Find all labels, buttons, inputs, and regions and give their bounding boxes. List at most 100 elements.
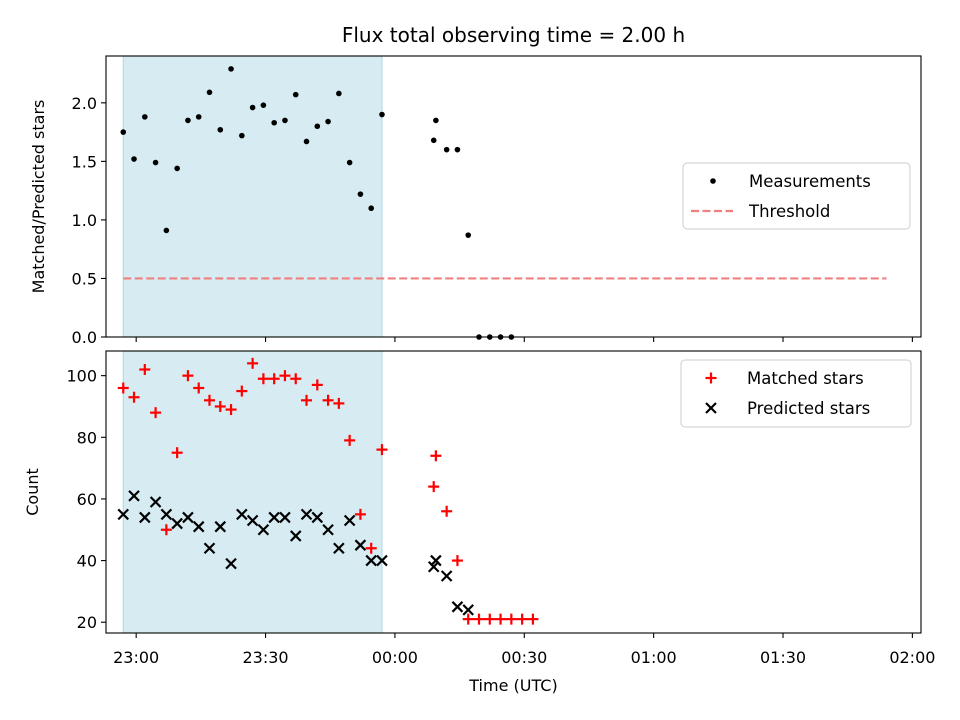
data-point — [354, 539, 367, 551]
data-point — [440, 570, 453, 582]
data-point — [333, 397, 345, 409]
data-point — [303, 138, 310, 145]
plot-layer: 0.0 0.5 1.0 1.5 2.0 Measurements Threshold 20 40… — [66, 55, 935, 667]
data-point — [257, 373, 269, 385]
y-tick-label: 0.5 — [72, 269, 97, 288]
data-point — [214, 400, 226, 412]
legend-label: Matched stars — [747, 369, 864, 388]
data-point — [462, 604, 475, 616]
data-point — [311, 379, 323, 391]
x-axis-label: Time (UTC) — [468, 676, 557, 695]
data-point — [427, 560, 440, 573]
data-point — [257, 523, 270, 536]
data-point — [344, 434, 356, 446]
x-tick-label: 23:30 — [242, 648, 288, 667]
data-point — [246, 514, 259, 527]
data-point — [454, 146, 461, 153]
data-point — [322, 394, 334, 406]
y-tick-label: 20 — [77, 613, 97, 632]
data-point — [495, 613, 507, 625]
data-point — [192, 520, 205, 533]
data-point — [117, 382, 129, 394]
observing-window-span — [122, 350, 383, 634]
legend: Matched stars Predicted stars — [680, 359, 912, 428]
data-point — [473, 613, 485, 625]
legend-label: Measurements — [749, 172, 871, 191]
data-point — [171, 447, 183, 459]
y-tick-label: 1.5 — [72, 152, 97, 171]
y-tick-label: 100 — [66, 367, 97, 386]
legend-box — [682, 162, 911, 230]
data-point — [139, 511, 151, 524]
data-point — [527, 613, 539, 625]
data-point — [236, 508, 248, 521]
data-point — [149, 496, 162, 508]
data-point — [139, 363, 151, 375]
data-point — [462, 613, 474, 625]
data-point — [441, 505, 453, 517]
data-point — [182, 370, 194, 382]
observing-window-span — [122, 55, 383, 338]
x-tick-label: 01:30 — [760, 648, 806, 667]
x-tick-label: 00:00 — [372, 648, 418, 667]
data-point — [271, 119, 277, 126]
y-tick-label: 80 — [77, 428, 97, 447]
data-point — [195, 114, 202, 120]
data-point — [325, 118, 331, 125]
data-point — [193, 382, 205, 394]
data-point — [182, 511, 194, 524]
y-tick-label: 0.0 — [72, 328, 97, 347]
x-tick-label: 02:00 — [889, 648, 935, 667]
data-point — [376, 444, 388, 456]
data-point — [206, 89, 213, 96]
data-point — [203, 394, 215, 406]
legend-swatch — [710, 178, 716, 184]
legend-swatch — [705, 372, 717, 384]
data-point — [203, 542, 216, 555]
legend: Measurements Threshold — [682, 162, 911, 230]
data-point — [185, 117, 191, 124]
data-point — [336, 90, 342, 97]
data-point — [128, 490, 140, 502]
data-point — [354, 508, 366, 520]
panel-count: 20 40 60 80 100 23:00 23:30 00:00 00:30 01:00 01:3… — [66, 350, 935, 667]
data-point — [225, 404, 237, 416]
data-point — [430, 554, 442, 567]
data-point — [346, 159, 353, 166]
legend-swatch — [705, 402, 717, 414]
data-point — [128, 391, 140, 403]
series-predicted-stars — [117, 490, 475, 616]
data-point — [268, 511, 280, 524]
data-point — [314, 123, 321, 130]
data-point — [433, 117, 439, 124]
legend-label: Threshold — [748, 202, 830, 221]
data-point — [484, 613, 496, 625]
data-point — [236, 385, 248, 397]
data-point — [214, 520, 227, 533]
data-point — [301, 394, 313, 406]
data-point — [249, 104, 256, 111]
data-point — [282, 117, 288, 124]
panel-ratio: 0.0 0.5 1.0 1.5 2.0 Measurements Threshold — [72, 55, 922, 347]
data-point — [142, 114, 148, 120]
data-point — [289, 530, 302, 542]
data-point — [279, 511, 291, 524]
y-tick-label: 1.0 — [72, 211, 97, 230]
data-point — [174, 165, 180, 172]
y-axis-label-bottom: Count — [23, 468, 42, 516]
data-point — [430, 137, 437, 144]
data-point — [260, 102, 267, 108]
data-point — [239, 132, 245, 139]
y-tick-label: 60 — [77, 490, 97, 509]
axes-frame — [105, 350, 922, 634]
data-point — [268, 373, 280, 385]
data-point — [505, 613, 517, 625]
data-point — [365, 542, 377, 554]
legend-label: Predicted stars — [747, 399, 870, 418]
y-axis-label-top: Matched/Predicted stars — [29, 100, 48, 294]
axes-frame — [105, 55, 922, 338]
data-point — [322, 523, 334, 536]
series-measurements — [120, 66, 515, 340]
data-point — [228, 66, 234, 72]
data-point — [343, 514, 356, 527]
